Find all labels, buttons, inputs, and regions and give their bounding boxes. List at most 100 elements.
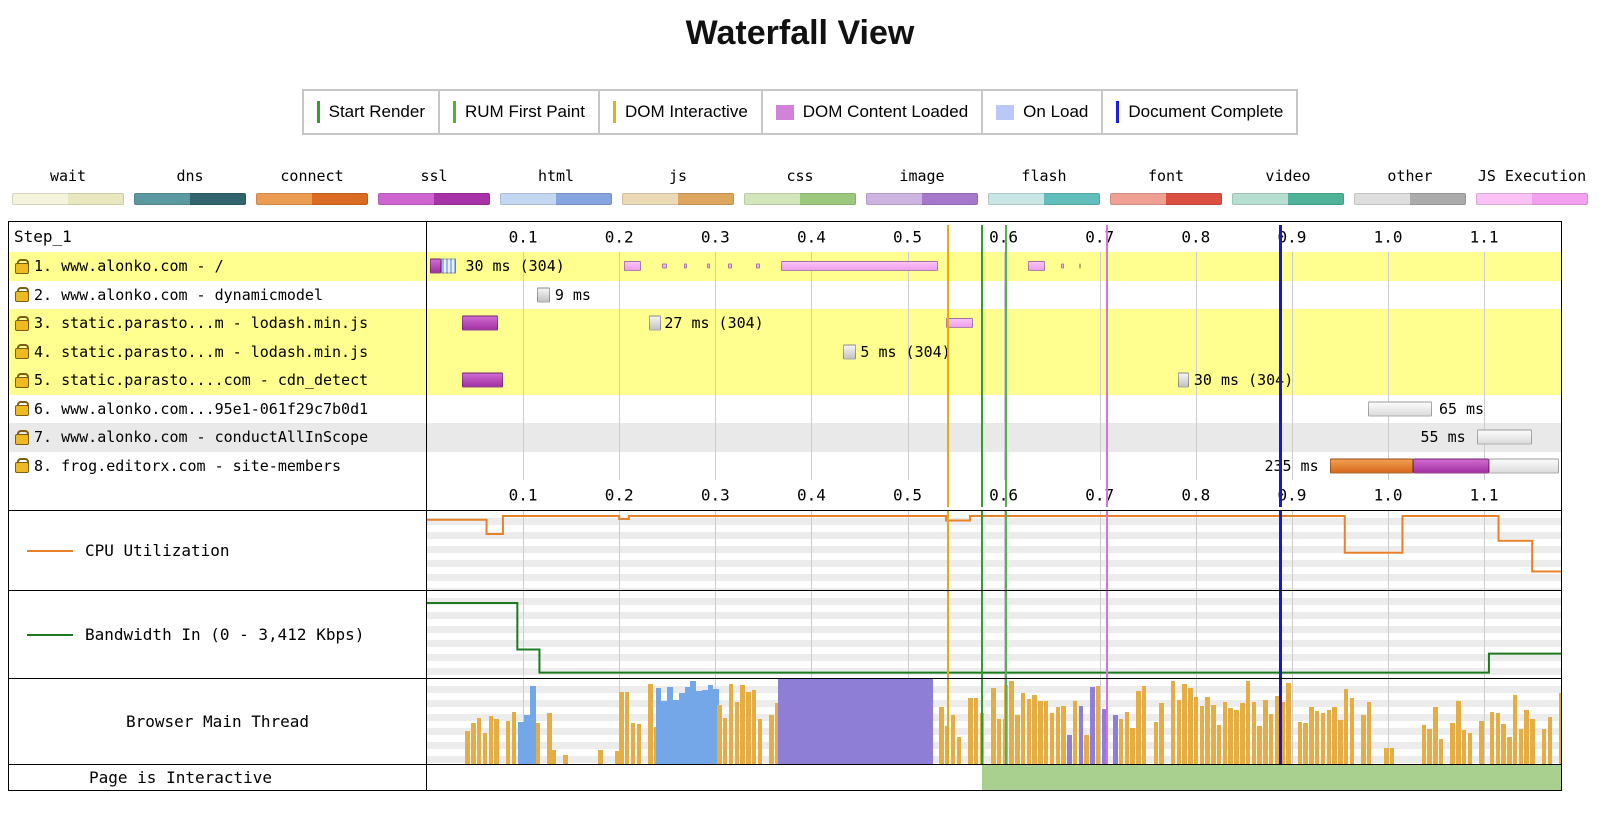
request-row-track[interactable]: 9 ms: [427, 280, 1561, 309]
request-bar-wait: [1367, 401, 1433, 417]
main-thread-bar: [1222, 701, 1228, 764]
main-thread-bar: [1170, 680, 1176, 764]
request-row-track[interactable]: 235 ms: [427, 451, 1561, 480]
request-bar-jsexec: [706, 263, 711, 269]
main-thread-bar: [511, 712, 517, 764]
start-render-line: [981, 511, 984, 590]
main-thread-bar: [655, 688, 662, 764]
request-bar-jsexec: [1061, 263, 1065, 269]
rum-first-paint-line: [1004, 679, 1007, 764]
bandwidth-chart: [427, 591, 1561, 678]
request-row-track[interactable]: 5 ms (304): [427, 337, 1561, 366]
request-row-label[interactable]: 8. frog.editorx.com - site-members: [9, 451, 426, 480]
request-bar-ssl: [1413, 458, 1489, 474]
main-thread-bar: [795, 679, 801, 764]
main-thread-bar: [701, 690, 708, 764]
main-thread-bar: [1090, 686, 1095, 764]
legend-item-start-render: Start Render: [303, 91, 438, 133]
dom-interactive-line: [946, 511, 949, 590]
main-thread-bar: [636, 724, 641, 764]
request-timing-text: 30 ms (304): [1193, 371, 1294, 390]
resource-type-swatch-icon: [744, 193, 856, 205]
main-thread-bar: [615, 751, 620, 764]
gridline: [523, 511, 525, 590]
main-thread-bar: [1274, 696, 1280, 764]
request-label: 2. www.alonko.com - dynamicmodel: [34, 285, 323, 304]
document-complete-line: [1278, 511, 1282, 590]
resource-type-wait: wait: [12, 167, 124, 205]
main-thread-bar: [1055, 706, 1060, 764]
axis-tick-label: 0.7: [1085, 485, 1115, 505]
request-row-track[interactable]: 55 ms: [427, 423, 1561, 452]
dom-content-loaded-line: [1106, 511, 1109, 590]
page-interactive-section: Page is Interactive: [9, 764, 1561, 790]
main-thread-bar: [598, 749, 603, 764]
main-thread-bar: [1234, 709, 1239, 764]
gridline: [1195, 591, 1197, 678]
axis-tick-label: 0.8: [1181, 227, 1211, 247]
main-thread-bar: [1257, 726, 1262, 764]
rum-first-paint-line: [1004, 511, 1007, 590]
resource-type-dns: dns: [134, 167, 246, 205]
resource-type-font: font: [1110, 167, 1222, 205]
request-bar-jsexec: [727, 263, 732, 269]
dom-interactive-line: [946, 679, 949, 764]
request-row-label[interactable]: 1. www.alonko.com - /: [9, 252, 426, 281]
main-thread-bar: [1193, 697, 1199, 764]
main-thread-bar: [667, 686, 674, 764]
axis-tick-label: 1.0: [1373, 485, 1403, 505]
start-render-line: [981, 591, 984, 678]
document-complete-line: [1278, 679, 1282, 764]
main-thread-bar: [518, 721, 525, 764]
main-thread-bar: [707, 684, 714, 764]
request-row-label[interactable]: 7. www.alonko.com - conductAllInScope: [9, 423, 426, 452]
main-thread-bar: [471, 722, 476, 764]
main-thread-bar: [1297, 722, 1303, 764]
bandwidth-section-label: Bandwidth In (0 - 3,412 Kbps): [85, 625, 365, 644]
main-thread-bar: [1343, 689, 1349, 764]
gridline: [811, 511, 813, 590]
request-row-track[interactable]: 27 ms (304): [427, 309, 1561, 338]
main-thread-bar: [1384, 747, 1389, 764]
waterfall-rows: 30 ms (304) 9 ms 27 ms (304) 5 ms (304) 30 m…: [427, 252, 1561, 480]
gridline: [1291, 511, 1293, 590]
request-bar-jsexec: [662, 263, 668, 269]
request-row-label[interactable]: 2. www.alonko.com - dynamicmodel: [9, 280, 426, 309]
request-row-label[interactable]: 5. static.parasto....com - cdn_detect: [9, 366, 426, 395]
bandwidth-legend-line: [27, 633, 73, 636]
resource-type-flash: flash: [988, 167, 1100, 205]
request-row-track[interactable]: 30 ms (304): [427, 252, 1561, 281]
main-thread-bar: [1078, 706, 1084, 764]
axis-tick-label: 1.1: [1469, 227, 1499, 247]
time-axis-top: 0.1 0.2 0.3 0.4 0.5 0.6 0.7 0.8 0.9 1.0 1.1: [427, 222, 1561, 252]
main-thread-bar: [783, 679, 790, 764]
request-bar-ssl: [429, 258, 442, 274]
bandwidth-section-label-cell: Bandwidth In (0 - 3,412 Kbps): [9, 591, 427, 678]
request-row-label[interactable]: 3. static.parasto...m - lodash.min.js: [9, 309, 426, 338]
main-thread-bar: [661, 701, 668, 764]
request-bar-jsexec: [624, 261, 642, 272]
resource-type-other: other: [1354, 167, 1466, 205]
legend-label: On Load: [1023, 102, 1089, 121]
waterfall-chart: 0.1 0.2 0.3 0.4 0.5 0.6 0.7 0.8 0.9 1.0 1.1 30 ms …: [427, 222, 1561, 510]
request-bar-jsexec: [1027, 261, 1045, 272]
main-thread-bar: [916, 679, 922, 764]
resource-type-label: JS Execution: [1477, 167, 1587, 185]
request-bar-gray: [648, 315, 661, 331]
main-thread-bar: [1433, 707, 1438, 764]
lock-icon: [15, 429, 29, 445]
main-thread-bar: [996, 719, 1002, 764]
request-row-label[interactable]: 4. static.parasto...m - lodash.min.js: [9, 337, 426, 366]
request-timing-text: 5 ms (304): [860, 342, 951, 361]
request-row-label[interactable]: 6. www.alonko.com...95e1-061f29c7b0d1: [9, 394, 426, 423]
request-row-track[interactable]: 65 ms: [427, 394, 1561, 423]
main-thread-bar: [950, 715, 956, 764]
waterfall-section: Step_1 1. www.alonko.com - / 2. www.alonk…: [9, 222, 1561, 510]
resource-type-swatch-icon: [622, 193, 734, 205]
main-thread-bar: [505, 720, 511, 764]
request-row-track[interactable]: 30 ms (304): [427, 366, 1561, 395]
gridline: [1003, 511, 1005, 590]
main-thread-bar: [910, 679, 917, 764]
main-thread-bar: [465, 731, 470, 764]
main-thread-bar: [887, 679, 894, 764]
